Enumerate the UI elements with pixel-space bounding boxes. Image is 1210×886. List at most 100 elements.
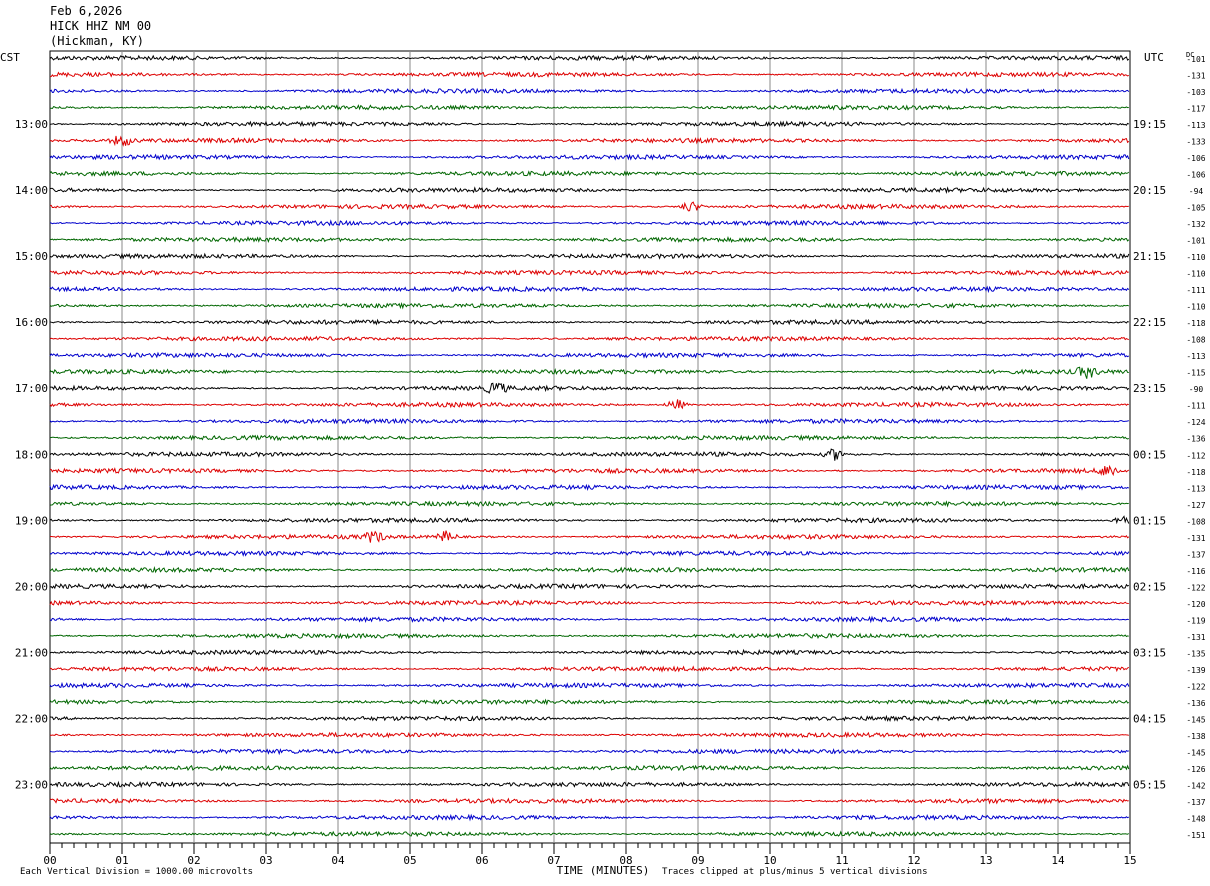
x-tick-label: 10 — [763, 854, 776, 867]
seismic-trace — [49, 599, 1129, 607]
seismic-trace — [49, 70, 1130, 78]
dc-offset-label: -131 — [1186, 72, 1205, 81]
dc-offset-label: -113 — [1186, 352, 1205, 361]
seismic-trace — [50, 104, 1129, 111]
dc-offset-label: -122 — [1186, 583, 1205, 592]
seismic-trace — [49, 780, 1130, 789]
dc-offset-label: -111 — [1186, 286, 1205, 295]
dc-offset-label: -122 — [1186, 682, 1205, 691]
x-tick-label: 09 — [691, 854, 704, 867]
dc-offset-label: -131 — [1186, 633, 1205, 642]
seismic-trace — [49, 681, 1130, 689]
cst-hour-label: 13:00 — [15, 118, 48, 131]
dc-offset-label: -94 — [1189, 187, 1204, 196]
seismic-trace — [49, 153, 1130, 161]
seismic-trace — [49, 335, 1129, 343]
header-date: Feb 6,2026 — [50, 4, 123, 18]
x-tick-label: 00 — [43, 854, 56, 867]
x-tick-label: 01 — [115, 854, 128, 867]
plot-frame — [49, 50, 1131, 844]
seismic-trace — [49, 351, 1130, 359]
seismic-trace — [49, 483, 1130, 491]
dc-offset-label: -136 — [1186, 699, 1205, 708]
x-tick-label: 12 — [907, 854, 920, 867]
dc-offset-label: -101 — [1186, 237, 1205, 246]
seismic-trace — [49, 235, 1130, 244]
dc-offset-label: -111 — [1186, 402, 1205, 411]
header-location: (Hickman, KY) — [50, 34, 144, 48]
seismic-trace — [49, 748, 1129, 756]
header-station: HICK HHZ NM 00 — [50, 19, 152, 33]
seismic-trace — [49, 434, 1130, 442]
dc-offset-label: -103 — [1186, 88, 1205, 97]
seismic-trace — [49, 399, 1129, 410]
dc-offset-label: -90 — [1189, 385, 1204, 394]
dc-offset-label: -106 — [1186, 171, 1205, 180]
dc-offset-label: -110 — [1186, 253, 1205, 262]
dc-offset-label: -110 — [1186, 270, 1205, 279]
seismic-trace — [50, 382, 1130, 395]
utc-axis-label: UTC — [1144, 51, 1164, 64]
seismic-trace — [49, 318, 1129, 326]
dc-offset-label: -126 — [1186, 765, 1205, 774]
seismic-trace — [49, 797, 1129, 805]
dc-offset-label: -127 — [1186, 501, 1205, 510]
dc-offset-label: -106 — [1186, 154, 1205, 163]
dc-offset-label: -119 — [1186, 616, 1205, 625]
utc-hour-label: 03:15 — [1133, 646, 1166, 659]
x-tick-label: 04 — [331, 854, 345, 867]
dc-offset-label: -136 — [1186, 435, 1205, 444]
x-tick-label: 06 — [475, 854, 488, 867]
dc-label: DC — [1186, 51, 1194, 59]
dc-offset-label: -101 — [1186, 55, 1205, 64]
dc-offset-label: -108 — [1186, 336, 1205, 345]
dc-offset-label: -142 — [1186, 781, 1205, 790]
dc-offset-label: -139 — [1186, 666, 1205, 675]
seismic-trace — [49, 566, 1130, 574]
seismic-trace — [49, 648, 1129, 656]
x-tick-label: 05 — [403, 854, 416, 867]
dc-offset-label: -135 — [1186, 649, 1205, 658]
dc-offset-label: -133 — [1186, 138, 1205, 147]
dc-offset-label: -137 — [1186, 798, 1205, 807]
seismic-trace — [49, 366, 1129, 379]
dc-offset-label: -138 — [1186, 732, 1205, 741]
cst-hour-label: 15:00 — [15, 250, 48, 263]
seismic-trace — [49, 135, 1130, 147]
dc-offset-label: -112 — [1186, 451, 1205, 460]
cst-hour-label: 16:00 — [15, 316, 48, 329]
cst-hour-label: 21:00 — [15, 646, 48, 659]
seismic-trace — [49, 170, 1130, 177]
dc-offset-label: -132 — [1186, 220, 1205, 229]
seismic-trace — [49, 500, 1129, 508]
dc-offset-label: -118 — [1186, 468, 1205, 477]
x-tick-label: 15 — [1123, 854, 1136, 867]
seismic-trace — [49, 301, 1129, 310]
seismic-trace — [49, 830, 1130, 838]
x-tick-label: 07 — [547, 854, 560, 867]
seismic-trace — [49, 120, 1130, 128]
seismic-trace — [49, 417, 1129, 425]
cst-hour-label: 20:00 — [15, 580, 48, 593]
utc-hour-label: 01:15 — [1133, 514, 1166, 527]
dc-offset-label: -116 — [1186, 567, 1205, 576]
seismic-trace — [49, 632, 1129, 640]
seismic-trace — [49, 698, 1130, 706]
seismic-trace — [49, 582, 1130, 590]
dc-offset-label: -117 — [1186, 105, 1205, 114]
utc-hour-label: 02:15 — [1133, 580, 1166, 593]
utc-hour-label: 00:15 — [1133, 448, 1166, 461]
seismic-trace — [49, 665, 1130, 673]
seismic-trace — [49, 464, 1130, 477]
seismic-trace — [49, 550, 1130, 557]
cst-hour-label: 18:00 — [15, 448, 48, 461]
utc-hour-label: 20:15 — [1133, 184, 1166, 197]
seismic-trace — [49, 731, 1129, 739]
dc-offset-label: -108 — [1186, 517, 1205, 526]
vertical-division-note: Each Vertical Division = 1000.00 microvo… — [20, 867, 253, 877]
dc-offset-label: -148 — [1186, 814, 1205, 823]
dc-offset-label: -105 — [1186, 204, 1205, 213]
seismic-trace — [49, 201, 1129, 212]
cst-hour-label: 14:00 — [15, 184, 48, 197]
